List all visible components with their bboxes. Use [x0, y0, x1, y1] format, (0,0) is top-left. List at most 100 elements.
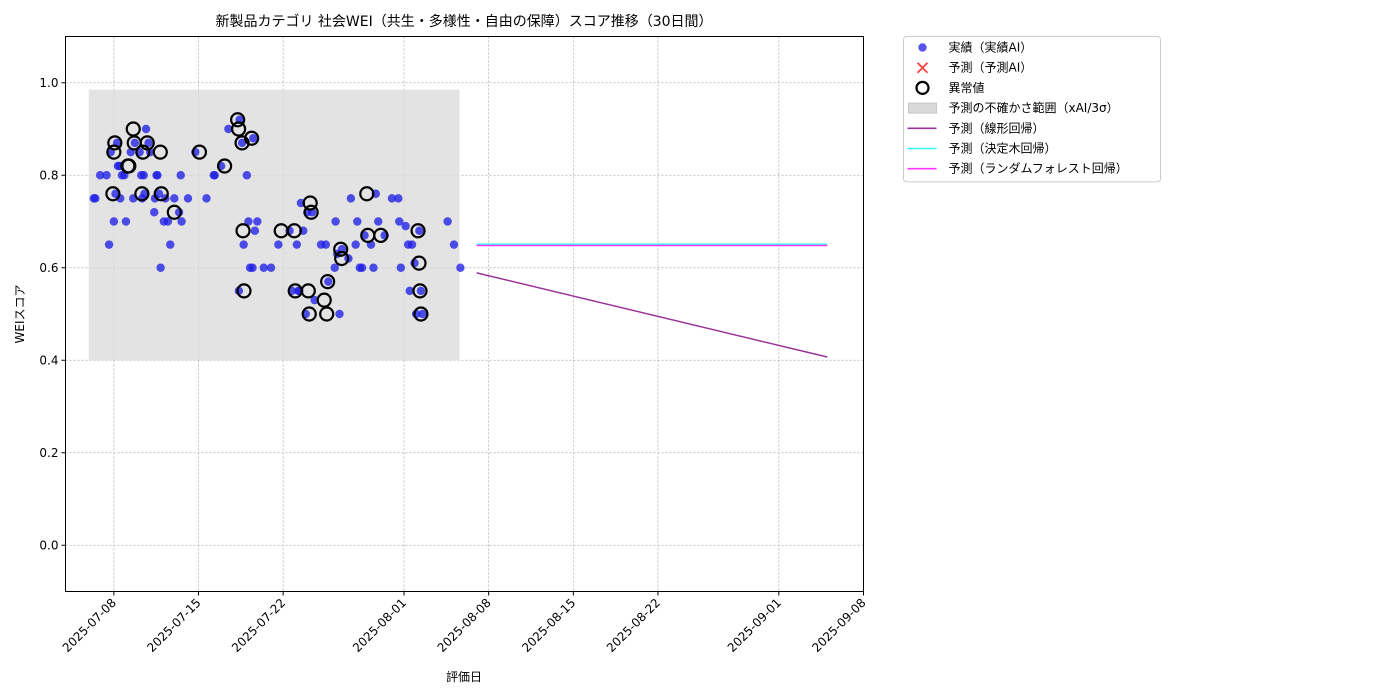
- actual-point: [183, 194, 193, 203]
- anomaly-ring: [411, 255, 427, 271]
- actual-point: [353, 217, 362, 226]
- actual-point: [395, 217, 404, 226]
- y-tick-label: 0.6: [39, 261, 58, 275]
- actual-point: [248, 263, 257, 272]
- actual-point: [249, 134, 258, 143]
- actual-point: [156, 263, 165, 272]
- legend-label: 実績（実績AI）: [949, 40, 1033, 55]
- anomaly-ring: [217, 158, 233, 174]
- y-tick-label: 0.8: [39, 168, 58, 182]
- chart-title: 新製品カテゴリ 社会WEI（共生・多様性・自由の保障）スコア推移（30日間）: [215, 13, 712, 30]
- actual-point: [239, 240, 248, 249]
- legend-box: [903, 36, 1161, 183]
- actual-point: [443, 217, 452, 226]
- legend-label: 予測（ランダムフォレスト回帰）: [949, 161, 1128, 176]
- actual-point: [153, 171, 162, 180]
- x-axis: 2025-07-08 2025-07-15 2025-07-22 2025-08-01…: [60, 591, 869, 655]
- actual-point: [109, 217, 119, 226]
- actual-point: [456, 263, 465, 272]
- anomaly-ring: [191, 144, 208, 160]
- anomaly-ring: [410, 223, 426, 239]
- actual-point: [418, 309, 427, 319]
- anomaly-ring: [106, 144, 122, 160]
- anomaly-ring: [301, 306, 317, 322]
- actual-point: [346, 194, 356, 203]
- actual-point: [351, 240, 360, 249]
- actual-point: [250, 226, 260, 235]
- actual-point: [121, 217, 131, 226]
- actual-point: [144, 138, 153, 148]
- x-tick-label: 2025-08-15: [519, 596, 578, 655]
- y-axis: 0.0 0.2 0.4 0.6 0.8 1.0: [39, 76, 66, 552]
- anomaly-ring: [286, 223, 302, 239]
- actual-point: [403, 240, 413, 249]
- y-tick-label: 0.0: [39, 538, 58, 552]
- x-tick-label: 2025-07-22: [229, 596, 288, 655]
- actual-point: [237, 138, 247, 148]
- actual-point: [374, 217, 383, 226]
- anomaly-ring: [300, 283, 316, 299]
- actual-point: [449, 240, 459, 249]
- actual-point: [335, 309, 344, 319]
- y-axis-title: WEIスコア: [13, 285, 27, 344]
- anomaly-ring: [166, 204, 182, 220]
- anomaly-ring: [153, 186, 169, 202]
- actual-point: [95, 171, 105, 180]
- anomaly-ring: [135, 144, 151, 160]
- actual-point: [91, 194, 100, 203]
- legend-label: 予測（予測AI）: [949, 61, 1033, 75]
- actual-point: [416, 286, 426, 296]
- actual-point: [355, 263, 364, 272]
- actual-point: [324, 277, 333, 286]
- actual-point: [266, 263, 276, 272]
- actual-point: [111, 189, 120, 198]
- anomaly-ring: [334, 250, 350, 267]
- actual-point: [330, 263, 339, 272]
- actual-point: [202, 194, 211, 203]
- legend-marker-cross: [916, 62, 929, 74]
- actual-point: [170, 194, 179, 203]
- anomaly-ring: [303, 204, 319, 220]
- y-tick-label: 0.4: [39, 353, 58, 367]
- legend-marker-band: [908, 102, 937, 114]
- actual-point: [176, 171, 185, 180]
- actual-point: [102, 171, 111, 180]
- x-axis-title: 評価日: [446, 669, 482, 684]
- actual-point: [310, 295, 319, 305]
- actual-point: [166, 240, 175, 249]
- y-tick-label: 1.0: [39, 76, 58, 90]
- anomaly-ring: [373, 227, 389, 243]
- legend-label: 予測（線形回帰）: [949, 120, 1045, 135]
- actual-point: [292, 240, 302, 249]
- anomaly-ring: [316, 292, 332, 308]
- anomaly-ring: [231, 121, 247, 137]
- actual-point: [242, 171, 252, 180]
- actual-point: [331, 217, 340, 226]
- x-tick-label: 2025-07-15: [144, 596, 203, 655]
- anomaly-ring: [333, 241, 349, 257]
- actual-point: [139, 171, 148, 180]
- legend-label: 予測（決定木回帰）: [949, 141, 1057, 156]
- actual-point: [130, 138, 140, 148]
- x-tick-label: 2025-07-08: [60, 596, 119, 655]
- anomaly-ring: [413, 306, 429, 322]
- anomaly-ring: [236, 283, 252, 299]
- actual-point: [163, 217, 173, 226]
- anomaly-ring: [319, 306, 335, 322]
- forecast-lines: [476, 243, 828, 358]
- legend-label: 予測の不確かさ範囲（xAI/3σ）: [949, 100, 1119, 115]
- actual-point: [396, 263, 406, 272]
- x-tick-label: 2025-09-01: [725, 596, 784, 655]
- anomaly-ring: [320, 274, 336, 290]
- anomaly-ring: [139, 135, 155, 151]
- actual-point: [104, 240, 114, 249]
- actual-point: [394, 194, 403, 203]
- anomaly-ring: [105, 186, 121, 202]
- actual-point: [259, 263, 268, 272]
- actual-point: [387, 194, 397, 203]
- anomaly-ring: [134, 186, 150, 202]
- x-tick-label: 2025-08-08: [435, 596, 494, 655]
- x-tick-label: 2025-09-08: [809, 596, 868, 655]
- plot-frame: [65, 36, 864, 592]
